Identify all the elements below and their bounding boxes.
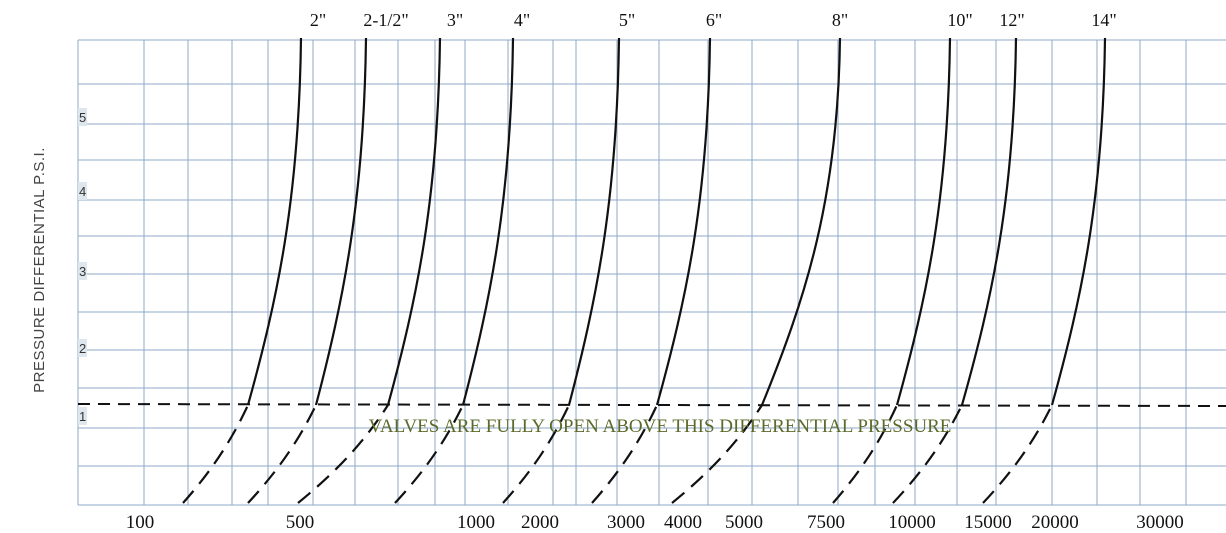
curve-dashed-segment: [182, 404, 249, 504]
curve-solid-segment: [655, 37, 712, 406]
series-label: 2-1/2": [363, 10, 408, 30]
curve-solid-segment: [1050, 37, 1107, 406]
y-tick-tab: [78, 262, 87, 280]
series-label: 6": [706, 10, 722, 30]
curve-solid-segment: [461, 37, 515, 406]
series-label: 2": [310, 10, 326, 30]
series-label: 5": [619, 10, 635, 30]
curve-dashed-segment: [502, 404, 570, 504]
curve-solid-segment: [895, 37, 952, 406]
y-tick-label: 1: [79, 409, 86, 424]
y-tick-label: 5: [79, 110, 86, 125]
y-tick-label: 4: [79, 184, 86, 199]
series-label: 12": [999, 10, 1024, 30]
y-tick-label: 3: [79, 264, 86, 279]
curve-dashed-segment: [892, 404, 963, 504]
x-tick-label: 5000: [725, 512, 763, 533]
y-tick-tab: [78, 407, 87, 425]
y-axis-label: PRESSURE DIFFERENTIAL P.S.I.: [31, 147, 48, 393]
x-tick-label: 500: [286, 512, 315, 533]
curve-solid-segment: [567, 37, 621, 406]
grid: [77, 39, 1226, 506]
y-tick-tab: [78, 108, 87, 126]
series-label: 3": [447, 10, 463, 30]
curve-solid-segment: [314, 37, 368, 406]
x-tick-label: 30000: [1136, 512, 1184, 533]
series-label: 4": [514, 10, 530, 30]
threshold-annotation: VALVES ARE FULLY OPEN ABOVE THIS DIFFERE…: [369, 416, 952, 437]
x-tick-label: 15000: [964, 512, 1012, 533]
curve-dashed-segment: [247, 404, 317, 504]
y-tick-label: 2: [79, 341, 86, 356]
x-tick-label: 10000: [888, 512, 936, 533]
curve-solid-segment: [960, 37, 1018, 406]
x-tick-label: 3000: [607, 512, 645, 533]
size-labels: 2" 2-1/2" 3" 4" 5" 6" 8" 10" 12" 14": [310, 10, 1117, 30]
x-tick-label: 2000: [521, 512, 559, 533]
curve-dashed-segment: [394, 404, 464, 504]
curves: [182, 37, 1107, 504]
y-tick-tab: [78, 182, 87, 200]
curve-dashed-segment: [982, 404, 1053, 504]
series-label: 10": [947, 10, 972, 30]
curve-solid-segment: [760, 37, 842, 406]
x-tick-label: 20000: [1031, 512, 1079, 533]
series-label: 8": [832, 10, 848, 30]
x-tick-label: 100: [126, 512, 155, 533]
series-label: 14": [1091, 10, 1116, 30]
y-tick-tab: [78, 339, 87, 357]
curve-dashed-segment: [591, 404, 658, 504]
x-tick-label: 1000: [457, 512, 495, 533]
y-tick-labels: 5 4 3 2 1: [78, 108, 87, 425]
threshold-line: [77, 403, 1226, 407]
curve-dashed-segment: [832, 404, 899, 504]
curve-solid-segment: [246, 37, 303, 406]
x-tick-labels: 100 500 1000 2000 3000 4000 5000 7500 10000 15000…: [126, 512, 1184, 533]
x-tick-label: 7500: [807, 512, 845, 533]
curve-solid-segment: [386, 37, 442, 406]
x-tick-label: 4000: [664, 512, 702, 533]
